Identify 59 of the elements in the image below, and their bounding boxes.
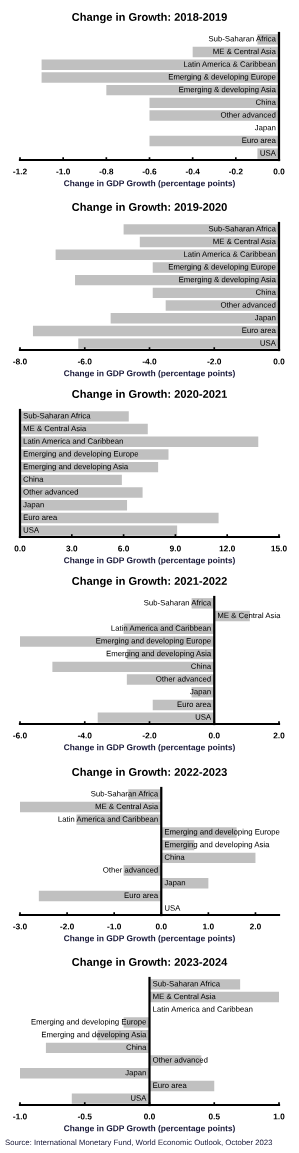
x-tick-label: 0.0 <box>273 168 285 175</box>
x-tick-label: 6.0 <box>118 545 130 552</box>
x-tick-label: 0.0 <box>144 1113 155 1120</box>
x-tick-label: 0.0 <box>208 732 220 739</box>
bar <box>20 449 169 460</box>
x-axis-title: Change in GDP Growth (percentage points) <box>64 744 235 752</box>
x-tick-label: 0.0 <box>14 545 26 552</box>
chart-title: Change in Growth: 2019-2020 <box>72 202 227 214</box>
bar <box>20 411 129 422</box>
bar <box>20 512 219 524</box>
x-tick-label: -1.0 <box>107 923 122 930</box>
x-tick-label: -2.0 <box>142 732 157 739</box>
bar <box>20 525 178 536</box>
x-tick-label: -0.6 <box>142 168 157 175</box>
x-tick-label: -2.0 <box>207 358 222 365</box>
bar <box>38 890 162 902</box>
bar <box>20 474 122 486</box>
x-tick-label: 2.0 <box>273 732 285 739</box>
x-tick-label: 0.0 <box>155 923 167 930</box>
x-tick-label: 2.0 <box>249 923 261 930</box>
x-tick-label: -4.0 <box>142 358 157 365</box>
x-axis-title: Change in GDP Growth (percentage points) <box>64 370 235 378</box>
x-tick-label: 0.5 <box>208 1113 220 1120</box>
x-tick-label: -1.2 <box>13 168 27 175</box>
x-tick-label: 15.0 <box>271 545 287 552</box>
x-tick-label: -0.8 <box>99 168 114 175</box>
x-tick-label: -1.0 <box>56 168 71 175</box>
x-tick-label: -0.2 <box>228 168 243 175</box>
x-tick-label: -2.0 <box>60 923 74 930</box>
chart-title: Change in Growth: 2020-2021 <box>72 389 227 401</box>
x-tick-label: -3.0 <box>13 923 27 930</box>
chart-title: Change in Growth: 2023-2024 <box>72 957 228 969</box>
x-tick-label: -1.0 <box>13 1113 27 1120</box>
bar <box>45 1042 150 1054</box>
bar <box>71 1093 150 1104</box>
x-tick-label: 0.0 <box>273 358 285 365</box>
bar <box>161 852 256 864</box>
x-axis-title: Change in GDP Growth (percentage points) <box>64 935 235 943</box>
x-axis-title: Change in GDP Growth (percentage points) <box>64 557 235 565</box>
x-tick-label: -4.0 <box>77 732 92 739</box>
x-tick-label: 1.0 <box>273 1113 285 1120</box>
x-tick-label: 9.0 <box>169 545 181 552</box>
chart-title: Change in Growth: 2021-2022 <box>72 576 227 588</box>
bar <box>20 487 143 498</box>
bar <box>149 979 241 990</box>
chart-title: Change in Growth: 2018-2019 <box>72 12 227 24</box>
chart-title: Change in Growth: 2022-2023 <box>72 767 227 779</box>
x-tick-label: -0.5 <box>77 1113 92 1120</box>
x-tick-label: 1.0 <box>203 923 214 930</box>
x-tick-label: -6.0 <box>77 358 92 365</box>
x-tick-label: -0.4 <box>185 168 200 175</box>
x-tick-label: -8.0 <box>13 358 27 365</box>
bar <box>20 1068 150 1079</box>
x-axis-title: Change in GDP Growth (percentage points) <box>64 180 235 188</box>
x-tick-label: 3.0 <box>66 545 78 552</box>
x-axis-title: Change in GDP Growth (percentage points) <box>64 1125 235 1133</box>
bar <box>20 500 128 511</box>
x-tick-label: -6.0 <box>13 732 27 739</box>
x-tick-label: 12.0 <box>219 545 235 552</box>
